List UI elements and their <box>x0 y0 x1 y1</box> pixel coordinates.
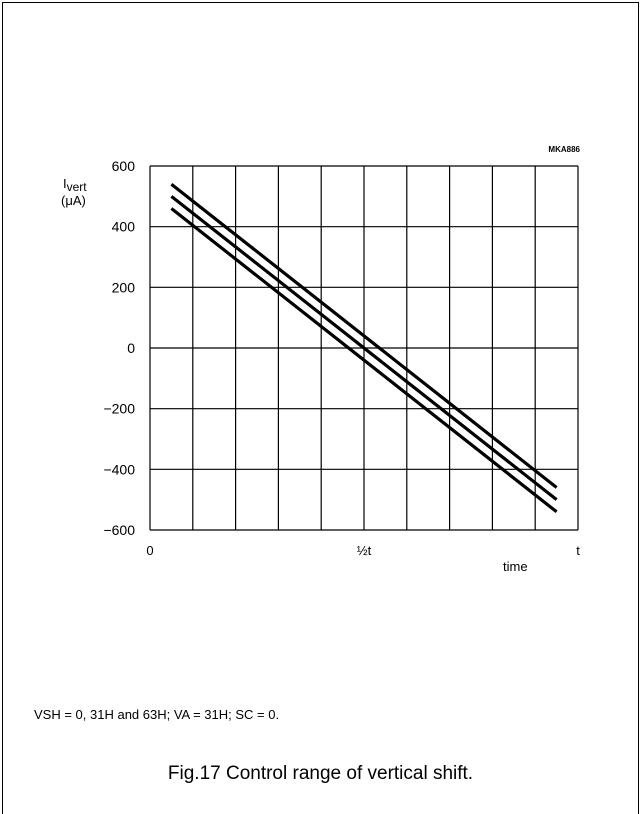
x-tick-label: ½t <box>357 543 372 558</box>
chart-grid <box>149 165 579 531</box>
x-tick-label: 0 <box>146 543 153 558</box>
x-tick-label: t <box>576 543 580 558</box>
y-axis-label-main: I <box>63 176 67 191</box>
x-axis-label: time <box>503 559 528 574</box>
y-axis-label: Ivert <box>63 176 87 194</box>
y-axis-label-sub: vert <box>67 180 88 194</box>
y-axis-unit: (μA) <box>61 193 86 208</box>
chart-series <box>170 182 558 514</box>
y-tick-label: −200 <box>103 401 135 417</box>
y-tick-labels: 600 400 200 0 −200 −400 −600 <box>103 158 135 538</box>
y-tick-label: 400 <box>112 219 136 235</box>
y-tick-label: −400 <box>103 461 135 477</box>
x-tick-labels: 0 ½t t <box>146 543 580 558</box>
series-line-1 <box>170 182 558 489</box>
y-tick-label: 200 <box>112 279 136 295</box>
chart-code-label: MKA886 <box>548 145 580 154</box>
y-tick-label: 0 <box>127 340 135 356</box>
series-line-2 <box>170 195 558 501</box>
y-tick-label: −600 <box>103 522 135 538</box>
y-tick-label: 600 <box>112 158 136 174</box>
figure-caption: Fig.17 Control range of vertical shift. <box>167 763 474 784</box>
conditions-note: VSH = 0, 31H and 63H; VA = 31H; SC = 0. <box>34 707 280 722</box>
series-line-3 <box>170 207 558 514</box>
